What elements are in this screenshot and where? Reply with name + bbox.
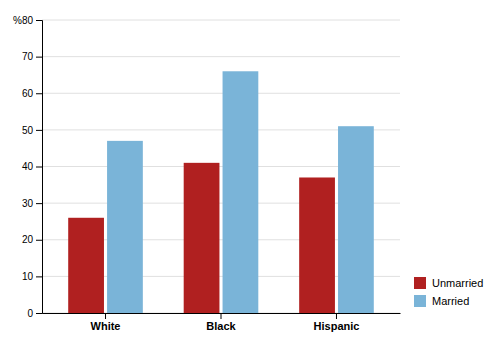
y-tick: 0 <box>27 308 42 319</box>
y-tick-label: 30 <box>22 198 34 209</box>
y-tick-label: 20 <box>22 234 34 245</box>
grid-line <box>42 93 400 94</box>
y-tick: 70 <box>22 51 42 62</box>
x-tick-mark <box>221 313 222 319</box>
y-tick-mark <box>36 276 42 277</box>
y-axis: 0 10 20 30 40 50 60 70 %80 <box>13 15 43 319</box>
x-tick-mark <box>105 313 106 319</box>
y-tick: %80 <box>13 15 42 26</box>
y-tick-mark <box>36 313 42 314</box>
x-tick: Hispanic <box>314 313 360 332</box>
grid <box>42 20 400 313</box>
grid-line <box>42 56 400 57</box>
y-tick: 60 <box>22 88 42 99</box>
bar <box>184 163 220 313</box>
chart: 0 10 20 30 40 50 60 70 %80 White Black Hispanic Unma… <box>0 0 500 345</box>
x-tick-mark <box>336 313 337 319</box>
y-tick: 50 <box>22 125 42 136</box>
legend-swatch <box>414 277 426 289</box>
y-tick: 40 <box>22 161 42 172</box>
legend-swatch <box>414 295 426 307</box>
y-tick-label: 40 <box>22 161 34 172</box>
y-tick: 10 <box>22 271 42 282</box>
y-tick-mark <box>36 93 42 94</box>
x-tick-label: White <box>91 320 121 332</box>
x-tick-label: Hispanic <box>314 320 360 332</box>
x-tick: White <box>91 313 121 332</box>
bar <box>223 71 259 313</box>
y-tick-label: 60 <box>22 88 34 99</box>
y-tick: 30 <box>22 198 42 209</box>
y-tick-label: 50 <box>22 125 34 136</box>
legend-label: Unmarried <box>432 277 483 289</box>
x-tick: Black <box>206 313 236 332</box>
y-tick-mark <box>36 57 42 58</box>
bar <box>299 177 335 313</box>
bar <box>68 218 104 313</box>
y-tick-mark <box>36 203 42 204</box>
y-tick-label: 0 <box>27 308 33 319</box>
bars <box>68 71 374 313</box>
y-tick-mark <box>36 130 42 131</box>
legend: Unmarried Married <box>414 277 483 307</box>
y-tick-label: %80 <box>13 15 33 26</box>
x-axis: White Black Hispanic <box>43 313 401 332</box>
y-axis-line <box>36 21 43 314</box>
y-tick-label: 70 <box>22 51 34 62</box>
x-tick-label: Black <box>206 320 236 332</box>
bar <box>107 141 143 313</box>
y-tick: 20 <box>22 234 42 245</box>
legend-item: Unmarried <box>414 277 483 289</box>
plot: 0 10 20 30 40 50 60 70 %80 White Black Hispanic Unma… <box>13 15 483 332</box>
y-tick-mark <box>36 240 42 241</box>
grid-line <box>42 20 400 21</box>
legend-label: Married <box>432 295 469 307</box>
y-tick-mark <box>36 20 42 21</box>
y-tick-label: 10 <box>22 271 34 282</box>
y-tick-mark <box>36 167 42 168</box>
bar <box>338 126 374 313</box>
legend-item: Married <box>414 295 469 307</box>
